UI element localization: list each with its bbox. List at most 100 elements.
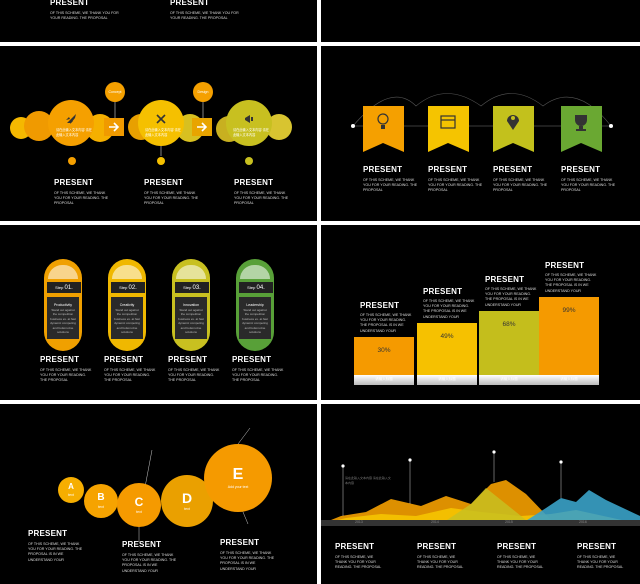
present-heading: PRESENT (104, 355, 144, 364)
present-heading: PRESENT (493, 165, 533, 174)
step-label: Step 01. (46, 281, 82, 294)
dot (245, 157, 253, 165)
bar-label: 请输入标题 (375, 377, 393, 381)
present-heading: PRESENT (220, 538, 260, 547)
step-label: Step 04. (238, 281, 274, 294)
step-body: Productivity Stand out against the compe… (47, 297, 79, 339)
area-chart (321, 450, 640, 526)
concept-label: Concept (105, 82, 125, 102)
present-desc: OF THIS SCHEME, WE THANK YOU FOR YOUR RE… (122, 553, 177, 573)
circle-text: 请在此输入文本内容 请在此输入文本内容 (145, 128, 181, 138)
circle-subtext: text (136, 510, 142, 514)
circle-letter: E (232, 466, 244, 483)
step-title: Creativity (119, 303, 135, 307)
slide-top-left[interactable]: PRESENT OF THIS SCHEME, WE THANK YOU FOR… (0, 0, 317, 42)
present-heading: PRESENT (50, 0, 90, 7)
letter-circle-a[interactable]: A text (58, 477, 84, 503)
present-desc: OF THIS SCHEME, WE THANK YOU FOR YOUR RE… (144, 191, 199, 206)
present-heading: PRESENT (122, 540, 162, 549)
process-circle-2[interactable] (138, 100, 184, 146)
arrow-right-icon (109, 122, 120, 132)
map-pin-icon (507, 115, 519, 130)
present-desc: OF THIS SCHEME, WE THANK YOU FOR YOUR RE… (363, 178, 418, 193)
circle-letter: C (134, 495, 144, 509)
present-desc: OF THIS SCHEME, WE THANK YOU FOR YOUR RE… (28, 542, 83, 562)
step-number: 04. (256, 284, 265, 291)
present-heading: PRESENT (232, 355, 272, 364)
circle-letter: B (97, 492, 105, 503)
present-heading: PRESENT (428, 165, 468, 174)
slide-circles[interactable]: A text B text C text D text E Add your t… (0, 404, 317, 584)
present-desc: OF THIS SCHEME, WE THANK YOU FOR YOUR RE… (104, 368, 156, 383)
bar[interactable] (354, 337, 414, 375)
present-desc: OF THIS SCHEME, WE THANK YOU FOR YOUR RE… (493, 178, 548, 193)
capsule-cap (112, 265, 142, 279)
slide-area[interactable]: 2013 2014 2015 2016 请在此输入文本内容 请在此输入文本内容 … (321, 404, 640, 584)
bar-label: 请输入标题 (560, 377, 578, 381)
chart-note: 请在此输入文本内容 请在此输入文本内容 (345, 476, 391, 486)
trophy-icon (575, 115, 587, 131)
design-label: Design (193, 82, 213, 102)
present-heading: PRESENT (170, 0, 210, 7)
bar[interactable] (417, 323, 477, 375)
year-label: 2013 (355, 520, 363, 524)
bar-base (354, 375, 414, 385)
letter-circle-c[interactable]: C text (117, 483, 161, 527)
present-desc: OF THIS SCHEME, WE THANK YOU FOR YOUR RE… (234, 191, 289, 206)
step-text: Stand out against the competition busine… (114, 308, 140, 335)
step-text: Stand out against the competition busine… (50, 308, 76, 335)
present-heading: PRESENT (363, 165, 403, 174)
circle-text: 请在此输入文本内容 请在此输入文本内容 (56, 128, 92, 138)
capsule-cap (240, 265, 270, 279)
slide-top-right[interactable] (321, 0, 640, 42)
step-title: Leadership (246, 303, 264, 307)
bar[interactable] (539, 297, 599, 375)
dot (157, 157, 165, 165)
circle-letter: A (68, 482, 74, 491)
present-heading: PRESENT (168, 355, 208, 364)
present-desc: OF THIS SCHEME, WE THANK YOU FOR YOUR RE… (545, 273, 597, 293)
present-heading: PRESENT (417, 542, 457, 551)
present-desc: OF THIS SCHEME, WE THANK YOU FOR YOUR RE… (50, 11, 119, 21)
present-desc: OF THIS SCHEME, WE THANK YOU FOR YOUR RE… (497, 555, 544, 570)
present-desc: OF THIS SCHEME, WE THANK YOU FOR YOUR RE… (40, 368, 92, 383)
process-circle-3[interactable] (226, 100, 272, 146)
step-label: Step 02. (110, 281, 146, 294)
present-desc: OF THIS SCHEME, WE THANK YOU FOR YOUR RE… (485, 287, 537, 307)
arrow-right-icon (197, 122, 208, 132)
present-heading: PRESENT (234, 178, 274, 187)
year-label: 2014 (431, 520, 439, 524)
bar-percent: 30% (377, 347, 391, 354)
bar-percent: 68% (502, 321, 516, 328)
dot (68, 157, 76, 165)
bar-label: 请输入标题 (500, 377, 518, 381)
present-heading: PRESENT (485, 275, 525, 284)
capsule-cap (48, 265, 78, 279)
bar-base (539, 375, 599, 385)
present-desc: OF THIS SCHEME, WE THANK YOU FOR YOUR RE… (428, 178, 483, 193)
year-label: 2016 (579, 520, 587, 524)
letter-circle-e[interactable]: E Add your text (204, 444, 272, 512)
step-word: Step (247, 285, 256, 290)
slide-steps[interactable]: Step 01. Productivity Stand out against … (0, 225, 317, 400)
step-word: Step (183, 285, 192, 290)
step-label: Step 03. (174, 281, 210, 294)
present-heading: PRESENT (545, 261, 585, 270)
letter-circle-b[interactable]: B text (84, 484, 118, 518)
bar-percent: 49% (440, 333, 454, 340)
present-desc: OF THIS SCHEME, WE THANK YOU FOR YOUR RE… (220, 551, 275, 571)
slide-bars[interactable]: 30% 请输入标题 PRESENT OF THIS SCHEME, WE THA… (321, 225, 640, 400)
process-icons (66, 102, 253, 156)
slide-banners[interactable]: PRESENT OF THIS SCHEME, WE THANK YOU FOR… (321, 46, 640, 221)
bar-base (417, 375, 477, 385)
present-desc: OF THIS SCHEME, WE THANK YOU FOR YOUR RE… (335, 555, 382, 570)
step-number: 02. (128, 284, 137, 291)
present-desc: OF THIS SCHEME, WE THANK YOU FOR YOUR RE… (232, 368, 284, 383)
step-number: 03. (192, 284, 201, 291)
slide-process[interactable]: Concept Design 请在此输入文本内容 请在此输入文本内容 请在此输入… (0, 46, 317, 221)
bar[interactable] (479, 311, 539, 375)
circle-text: 请在此输入文本内容 请在此输入文本内容 (233, 128, 269, 138)
capsule-cap (176, 265, 206, 279)
present-desc: OF THIS SCHEME, WE THANK YOU FOR YOUR RE… (54, 191, 109, 206)
bar-base (479, 375, 539, 385)
